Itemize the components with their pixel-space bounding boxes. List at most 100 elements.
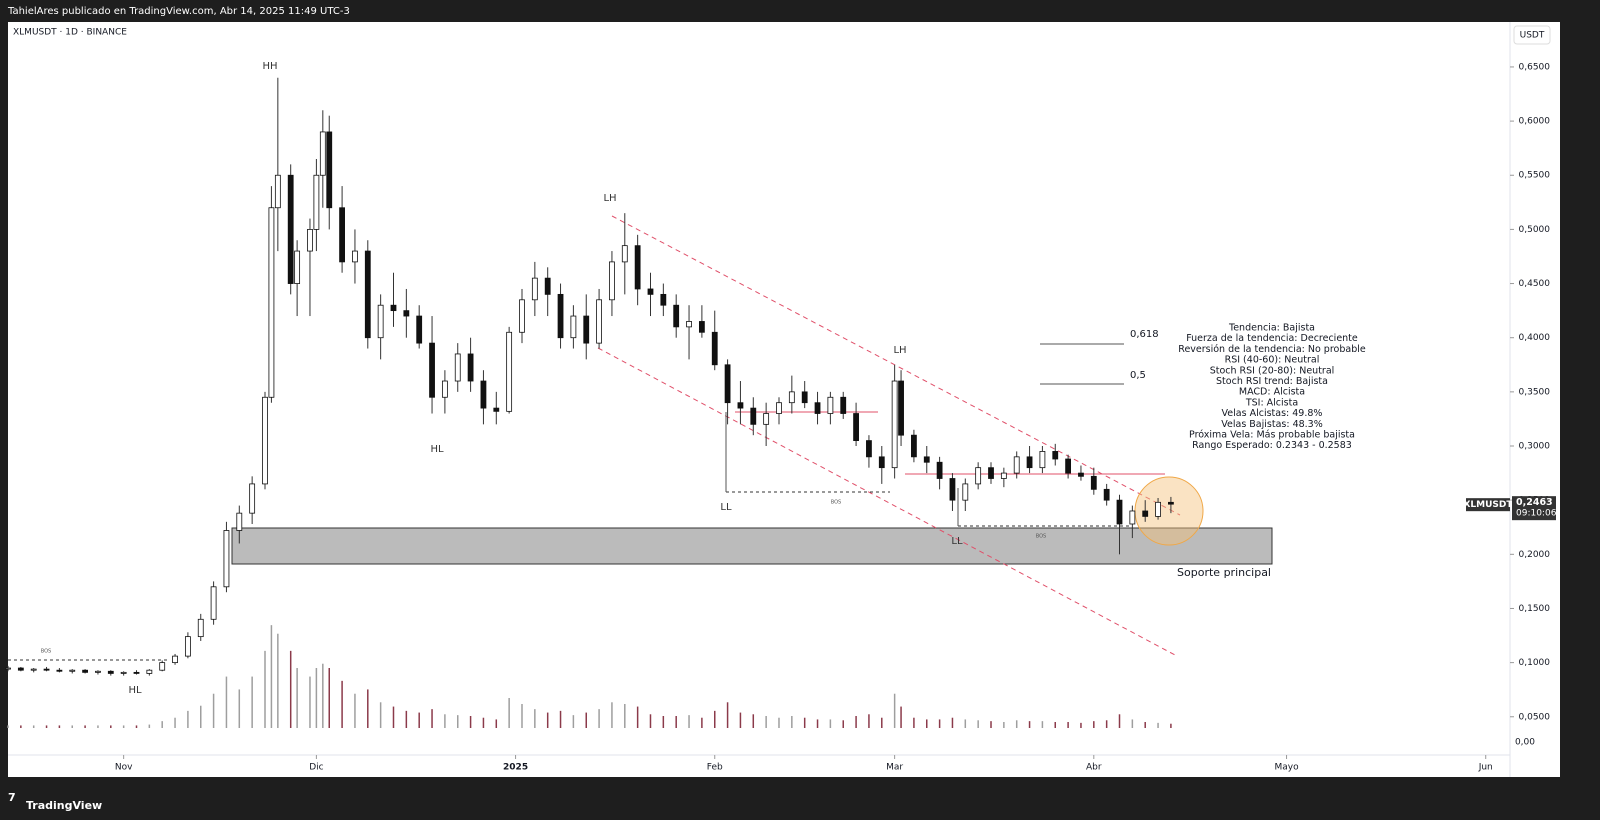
candle-body (724, 364, 731, 404)
annotation: BOS (41, 649, 51, 655)
price-tag-bg (1512, 496, 1556, 521)
candle-body (364, 250, 371, 339)
annotation: BOS (1036, 534, 1046, 540)
annotation: LH (603, 193, 616, 204)
candle-body (673, 304, 680, 328)
price-tag-symbol: XLMUSDT (1463, 500, 1513, 510)
candle-body (236, 512, 243, 531)
y-tick-label: 0,4500 (1519, 279, 1551, 289)
candle-body (891, 380, 898, 469)
panel-line: Velas Bajistas: 48.3% (1221, 419, 1323, 430)
candle-body (866, 440, 872, 458)
y-tick-label: 0,4000 (1519, 333, 1551, 343)
y-tick-label: 0,3000 (1519, 442, 1551, 452)
x-tick-label: Feb (707, 763, 723, 773)
currency-box[interactable] (1513, 25, 1551, 45)
candle-body (583, 315, 590, 344)
candle-body (403, 310, 410, 317)
x-tick-label: 2025 (503, 763, 528, 773)
candle-body (197, 618, 204, 638)
candle-body (634, 245, 641, 290)
candle-body (1000, 472, 1007, 479)
candle-body (711, 331, 718, 366)
candle-body (249, 483, 256, 514)
candle-body (647, 288, 654, 295)
candle-body (441, 380, 448, 398)
panel-line: Velas Alcistas: 49.8% (1222, 408, 1323, 419)
candle-body (827, 396, 834, 414)
chart-title: XLMUSDT · 1D · BINANCE (13, 28, 127, 38)
panel-line: Rango Esperado: 0.2343 - 0.2583 (1192, 440, 1352, 451)
candle-body (339, 207, 345, 263)
annotation: BOS (831, 500, 841, 506)
candle-body (1013, 456, 1020, 474)
candle-body (557, 293, 564, 339)
trendline (611, 215, 1181, 516)
candle-body (210, 586, 217, 620)
candle-body (416, 315, 423, 344)
header: TahielAres publicado en TradingView.com,… (7, 6, 350, 17)
candle-body (1090, 475, 1097, 490)
candle-body (660, 293, 667, 306)
candle-body (377, 304, 384, 339)
y-tick-label: 0,0500 (1519, 712, 1551, 722)
candle-body (840, 396, 847, 414)
fib-label: 0,5 (1130, 370, 1146, 381)
candle-body (621, 245, 628, 263)
candle-body (570, 315, 577, 339)
candle-body (975, 467, 982, 485)
annotation: HL (128, 685, 142, 696)
candle-body (814, 402, 821, 414)
candle-body (1065, 458, 1072, 474)
panel-line: Fuerza de la tendencia: Decreciente (1186, 333, 1358, 344)
y-tick-label: 0,6500 (1519, 62, 1551, 72)
candle-body (352, 250, 358, 263)
price-tag: 0,2463 (1516, 497, 1553, 508)
candle-body (1026, 456, 1033, 469)
candle-body (107, 670, 114, 674)
candle-body (5, 667, 11, 670)
candle-body (319, 131, 326, 176)
candle-body (56, 669, 63, 672)
candle-body (911, 434, 917, 458)
annotation: LL (951, 536, 963, 547)
candle-body (172, 655, 178, 664)
candle-body (1039, 451, 1046, 469)
fib-label: 0,618 (1130, 329, 1159, 340)
candle-body (936, 461, 943, 479)
candle-body (686, 321, 692, 328)
candle-body (30, 668, 37, 671)
x-tick-label: Mayo (1274, 763, 1299, 773)
panel-line: Próxima Vela: Más probable bajista (1189, 430, 1355, 441)
x-tick-label: Nov (115, 763, 133, 773)
candle-body (159, 662, 166, 671)
candle-body (274, 174, 281, 209)
candle-body (17, 667, 24, 671)
candle-body (853, 413, 859, 441)
support-label: Soporte principal (1177, 566, 1271, 579)
panel-line: Tendencia: Bajista (1228, 323, 1315, 334)
candle-body (69, 669, 76, 672)
candle-body (1155, 501, 1161, 517)
candle-body (95, 670, 101, 673)
trendline (597, 347, 1176, 656)
panel-line: RSI (40-60): Neutral (1225, 355, 1320, 366)
panel-line: Stoch RSI trend: Bajista (1216, 376, 1328, 387)
annotation: HL (430, 444, 444, 455)
y-tick-label: 0,2000 (1519, 550, 1551, 560)
candle-body (788, 391, 795, 404)
candle-body (82, 669, 88, 673)
candle-body (923, 456, 930, 463)
candle-body (1142, 510, 1149, 517)
y-tick-label: 0,6000 (1519, 117, 1551, 127)
price-countdown: 09:10:06 (1516, 509, 1557, 519)
candle-body (184, 636, 191, 657)
support-zone (231, 527, 1273, 565)
candle-body (1103, 488, 1110, 501)
candle-body (519, 299, 525, 333)
candle-body (988, 467, 994, 479)
y-tick-label: 0,1500 (1519, 604, 1551, 614)
currency[interactable]: USDT (1520, 31, 1545, 41)
panel-line: TSI: Alcista (1245, 397, 1298, 408)
candle-body (313, 174, 320, 230)
